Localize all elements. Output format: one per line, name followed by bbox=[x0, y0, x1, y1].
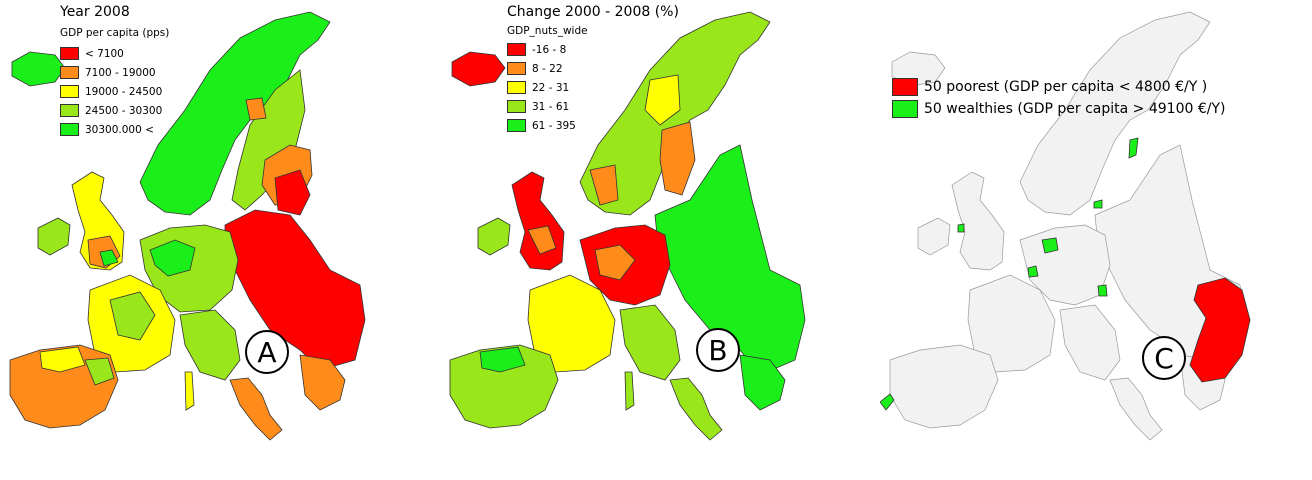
legend-item: 30300.000 < bbox=[60, 120, 162, 139]
region-baltics-east bbox=[224, 144, 366, 371]
legend: < 7100 7100 - 19000 19000 - 24500 24500 … bbox=[60, 44, 162, 139]
panel-marker-a: A bbox=[245, 330, 289, 374]
map-title: Year 2008 bbox=[60, 4, 130, 20]
legend-item: 8 - 22 bbox=[507, 59, 576, 78]
map-panel-b: Change 2000 - 2008 (%) GDP_nuts_wide -16… bbox=[440, 0, 880, 480]
map-panel-a: Year 2008 GDP per capita (pps) < 7100 71… bbox=[0, 0, 440, 480]
region-iberia bbox=[9, 344, 119, 429]
legend-swatch-green bbox=[60, 123, 79, 136]
legend-swatch-lightgreen bbox=[507, 100, 526, 113]
legend-item: 50 poorest (GDP per capita < 4800 €/Y ) bbox=[892, 76, 1225, 98]
panel-marker-b: B bbox=[696, 328, 740, 372]
legend-swatch-orange bbox=[60, 66, 79, 79]
legend-item: 50 wealthies (GDP per capita > 49100 €/Y… bbox=[892, 98, 1225, 120]
region-central-western bbox=[527, 224, 681, 381]
legend-swatch-green bbox=[892, 100, 918, 118]
region-british-isles bbox=[477, 171, 565, 271]
legend-swatch-red bbox=[892, 78, 918, 96]
legend-heading: GDP_nuts_wide bbox=[507, 25, 588, 37]
legend-item: -16 - 8 bbox=[507, 40, 576, 59]
legend-swatch-green bbox=[507, 119, 526, 132]
legend-swatch-red bbox=[60, 47, 79, 60]
europe-map-a bbox=[9, 11, 366, 441]
region-east bbox=[654, 144, 806, 376]
legend-item: 22 - 31 bbox=[507, 78, 576, 97]
region-scandinavia bbox=[579, 11, 771, 216]
legend-swatch-yellow bbox=[60, 85, 79, 98]
europe-map-b bbox=[449, 11, 806, 441]
panel-marker-c: C bbox=[1142, 336, 1186, 380]
region-iberia bbox=[449, 344, 559, 429]
legend-item: 24500 - 30300 bbox=[60, 101, 162, 120]
legend: -16 - 8 8 - 22 22 - 31 31 - 61 61 - 395 bbox=[507, 40, 576, 135]
legend-swatch-yellow bbox=[507, 81, 526, 94]
legend-swatch-red bbox=[507, 43, 526, 56]
region-central-western bbox=[87, 224, 241, 381]
region-italy-balkans bbox=[624, 354, 786, 441]
europe-map-c bbox=[880, 11, 1251, 441]
legend-heading: GDP per capita (pps) bbox=[60, 27, 170, 39]
region-british-isles bbox=[37, 171, 125, 271]
region-italy-balkans bbox=[184, 354, 346, 441]
map-title: Change 2000 - 2008 (%) bbox=[507, 4, 679, 20]
legend-item: < 7100 bbox=[60, 44, 162, 63]
map-panel-c: 50 poorest (GDP per capita < 4800 €/Y ) … bbox=[880, 0, 1312, 480]
wealthiest-regions bbox=[880, 137, 1139, 411]
legend-item: 19000 - 24500 bbox=[60, 82, 162, 101]
poorest-regions bbox=[1189, 277, 1251, 383]
legend-item: 61 - 395 bbox=[507, 116, 576, 135]
legend-item: 31 - 61 bbox=[507, 97, 576, 116]
legend-swatch-lightgreen bbox=[60, 104, 79, 117]
region-iceland bbox=[451, 51, 506, 87]
legend-swatch-orange bbox=[507, 62, 526, 75]
legend-item: 7100 - 19000 bbox=[60, 63, 162, 82]
legend: 50 poorest (GDP per capita < 4800 €/Y ) … bbox=[892, 76, 1225, 120]
region-iceland bbox=[11, 51, 66, 87]
